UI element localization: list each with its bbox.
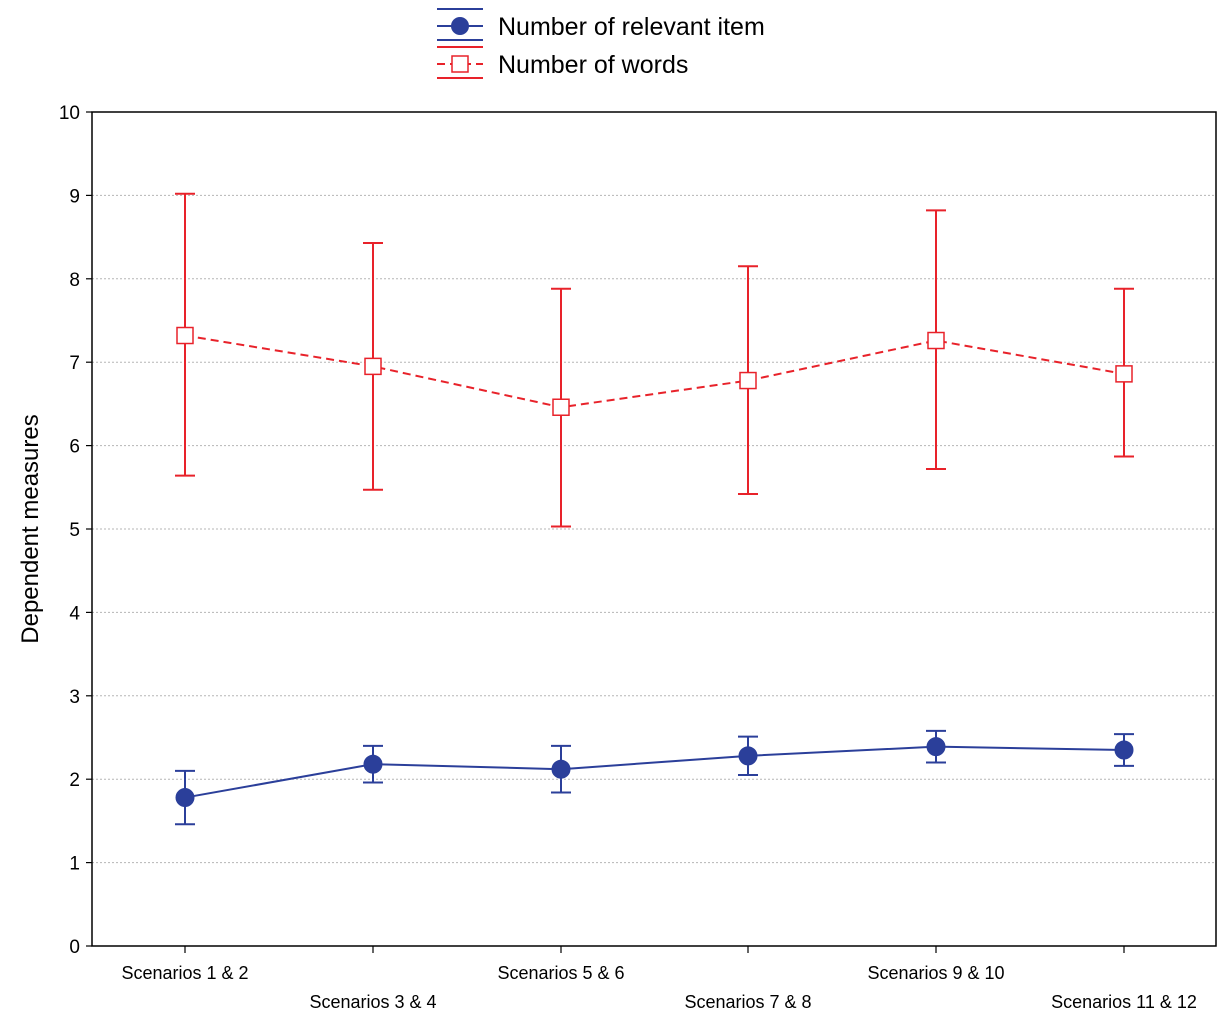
data-point [363,754,383,774]
data-point [551,759,571,779]
series-line [184,334,1125,409]
y-tick-label: 1 [69,854,80,875]
data-point [176,326,194,345]
x-axis: Scenarios 1 & 2 Scenarios 3 & 4 Scenarios … [121,946,1197,1012]
data-point [738,746,758,766]
y-axis: 0 1 2 3 4 5 6 7 8 9 10 [59,103,92,958]
legend-item: Number of words [437,46,688,79]
legend-label: Number of relevant item [498,13,765,41]
y-tick-label: 0 [69,937,80,958]
data-point [552,398,570,416]
y-tick-label: 7 [69,353,80,374]
y-tick-label: 6 [69,437,80,458]
series-group [175,192,1134,826]
series-words [175,192,1134,528]
data-point [364,357,382,376]
grid-lines [92,194,1216,864]
x-tick-label: Scenarios 3 & 4 [309,992,436,1012]
data-point [926,737,946,757]
data-point [1114,740,1134,760]
y-tick-label: 10 [59,103,80,124]
data-point [1115,365,1133,383]
legend-label: Number of words [498,51,688,79]
legend-marker [451,55,469,73]
y-tick-label: 3 [69,687,80,708]
data-point [175,788,195,808]
legend: Number of relevant item Number of words [437,8,765,79]
series-line [184,745,1125,799]
data-point [927,331,945,350]
x-tick-label: Scenarios 9 & 10 [867,963,1004,983]
legend-marker [451,17,469,35]
y-axis-title: Dependent measures [17,414,44,643]
y-tick-label: 5 [69,520,80,541]
x-tick-label: Scenarios 11 & 12 [1051,992,1197,1012]
y-tick-label: 9 [69,186,80,207]
x-tick-label: Scenarios 1 & 2 [121,963,248,983]
y-tick-label: 8 [69,270,80,291]
x-tick-label: Scenarios 5 & 6 [497,963,624,983]
x-tick-label: Scenarios 7 & 8 [684,992,811,1012]
y-tick-label: 2 [69,770,80,791]
y-tick-label: 4 [69,603,80,624]
data-point [739,371,757,390]
series-relevant-items [175,729,1134,826]
legend-item: Number of relevant item [437,8,765,41]
